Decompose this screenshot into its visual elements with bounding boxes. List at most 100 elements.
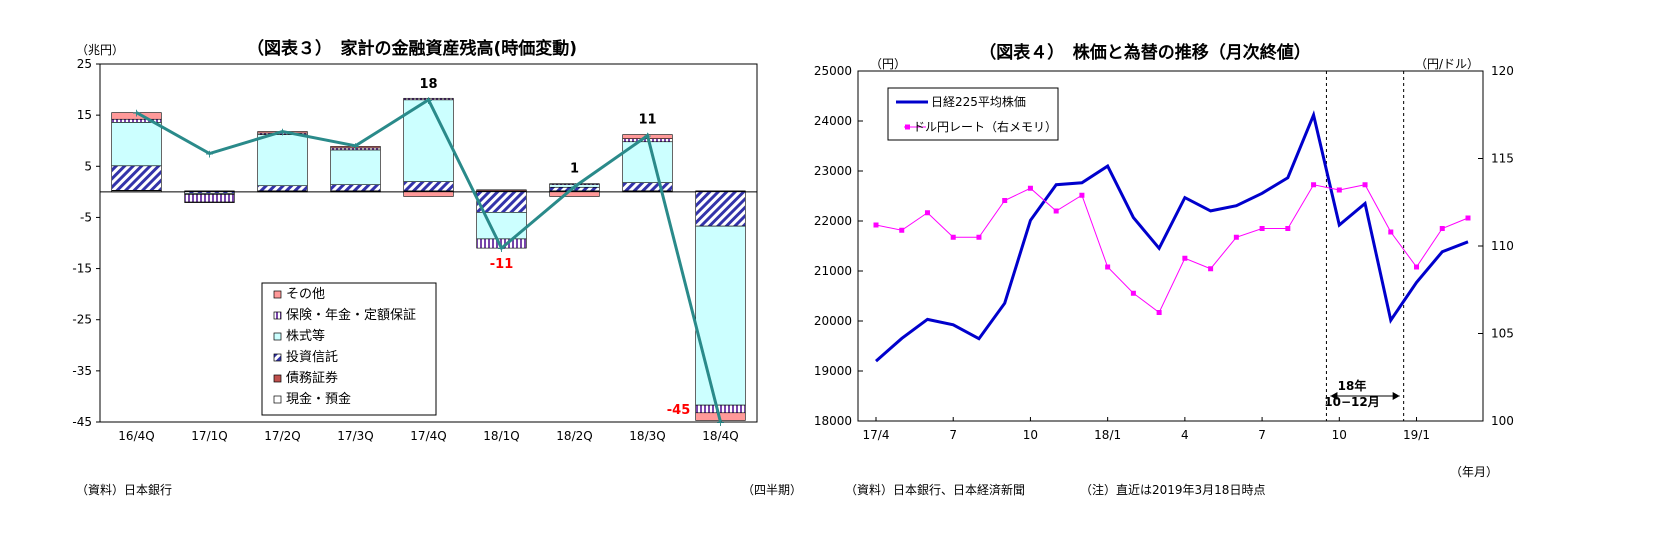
chart2-source: （資料）日本銀行、日本経済新聞 — [845, 482, 1025, 497]
chart2-xlabel: （年月） — [1450, 465, 1498, 479]
y-tick-label: 25 — [77, 57, 92, 71]
usdjpy-point — [1079, 192, 1085, 198]
bar-segment — [257, 134, 308, 187]
usdjpy-point — [1182, 255, 1188, 261]
y-left-tick-label: 19000 — [814, 364, 852, 378]
usdjpy-point — [1130, 290, 1136, 296]
data-label: -11 — [490, 257, 514, 272]
usdjpy-point — [873, 222, 879, 228]
usdjpy-line — [875, 184, 1469, 314]
data-label: 18 — [419, 77, 437, 92]
chart2-ylabel-right: （円/ドル） — [1415, 57, 1479, 71]
x-tick-label: 4 — [1181, 428, 1189, 442]
x-tick-label: 18/4Q — [702, 429, 738, 443]
legend-swatch-usdjpy — [905, 124, 910, 130]
bar-segment — [330, 149, 381, 185]
total-point: + — [351, 140, 360, 153]
x-tick-label: 16/4Q — [118, 429, 154, 443]
y-left-tick-label: 24000 — [814, 114, 852, 128]
total-point: + — [643, 130, 652, 143]
bar-segment — [184, 201, 235, 203]
x-tick-label: 18/3Q — [629, 429, 665, 443]
usdjpy-point — [924, 210, 930, 216]
total-point: + — [205, 148, 214, 161]
x-tick-label: 7 — [1258, 428, 1266, 442]
x-tick-label: 17/4Q — [410, 429, 446, 443]
bar-segment — [622, 182, 673, 192]
usdjpy-point — [1465, 215, 1471, 221]
chart1-plot: 25 15 5 -5 -15 -25 -35 -45 16/4Q 17/1Q 17/2Q 17/3Q 1… — [72, 57, 758, 443]
x-tick-label: 18/1Q — [483, 429, 519, 443]
total-point: + — [278, 126, 287, 139]
data-label: 1 — [570, 162, 579, 177]
usdjpy-point — [1259, 226, 1265, 231]
bar-segment — [403, 181, 454, 192]
y-left-tick-label: 22000 — [814, 214, 852, 228]
y-tick-label: -35 — [72, 364, 92, 378]
y-tick-label: -15 — [72, 262, 92, 276]
usdjpy-point — [1233, 234, 1239, 240]
legend-swatch — [273, 332, 282, 341]
chart1-xlabel: （四半期） — [742, 483, 800, 497]
period-arrow-head-left — [1330, 392, 1338, 400]
usdjpy-point — [1285, 226, 1291, 231]
nikkei-line — [875, 110, 1469, 363]
bar-segment — [476, 189, 527, 192]
legend-box — [261, 282, 437, 416]
bar-segment — [695, 404, 746, 414]
y-tick-label: 15 — [77, 108, 92, 122]
usdjpy-point — [1105, 264, 1111, 270]
usdjpy-point — [950, 234, 956, 240]
legend-entry: 日経225平均株価 — [931, 94, 1026, 109]
usdjpy-point — [1414, 264, 1420, 270]
bar-segment — [403, 191, 454, 197]
usdjpy-point — [1311, 182, 1317, 188]
y-tick-label: -5 — [80, 210, 92, 224]
y-left-tick-label: 25000 — [814, 64, 852, 78]
usdjpy-point — [1156, 310, 1162, 315]
x-tick-label: 17/1Q — [191, 429, 227, 443]
period-label-months: 10−12月 — [1324, 395, 1379, 409]
total-line — [135, 97, 722, 423]
bar-segment — [549, 183, 600, 185]
bar-segment — [330, 184, 381, 192]
usdjpy-point — [1027, 185, 1033, 191]
x-tick-label: 7 — [949, 428, 957, 442]
x-tick-label: 19/1 — [1403, 428, 1430, 442]
chart2-plot: 25000 24000 23000 22000 21000 20000 19000 18000… — [814, 64, 1514, 442]
usdjpy-point — [1336, 187, 1342, 193]
bar-segment — [695, 190, 746, 192]
legend-entry: 投資信託 — [286, 349, 338, 365]
legend-entry: 債務証券 — [286, 370, 338, 386]
chart1-ylabel: （兆円） — [76, 43, 124, 57]
bar-segment — [476, 191, 527, 213]
x-tick-label: 10 — [1332, 428, 1347, 442]
bar-segment — [403, 99, 454, 182]
chart2-note: （注）直近は2019年3月18日時点 — [1080, 482, 1265, 497]
y-tick-label: 5 — [84, 159, 92, 173]
bar-segment — [111, 122, 162, 167]
usdjpy-point — [1362, 182, 1368, 188]
chart1-source: （資料）日本銀行 — [76, 483, 172, 497]
bar-segment — [695, 191, 746, 227]
y-left-tick-label: 23000 — [814, 164, 852, 178]
chart1-frame — [99, 63, 758, 423]
household-assets-chart: （図表３） 家計の金融資産残高(時価変動) （兆円） （四半期） （資料）日本銀… — [72, 38, 800, 497]
legend-box — [887, 87, 1059, 141]
y-left-tick-label: 20000 — [814, 314, 852, 328]
legend-entry: 株式等 — [286, 328, 325, 344]
bar-segment — [257, 185, 308, 192]
period-label-year: 18年 — [1338, 378, 1367, 393]
data-label: 11 — [638, 113, 656, 128]
usdjpy-point — [899, 227, 905, 233]
total-point: + — [497, 242, 506, 255]
legend-entry: その他 — [286, 287, 325, 302]
chart1-title: （図表３） 家計の金融資産残高(時価変動) — [247, 38, 577, 59]
legend-entry: 保険・年金・定額保証 — [286, 307, 416, 323]
y-right-tick-label: 110 — [1491, 239, 1514, 253]
legend-swatch — [273, 353, 282, 362]
y-right-tick-label: 105 — [1491, 327, 1514, 341]
usdjpy-point — [1388, 229, 1394, 235]
legend-swatch — [273, 290, 282, 299]
total-point: + — [132, 107, 141, 120]
